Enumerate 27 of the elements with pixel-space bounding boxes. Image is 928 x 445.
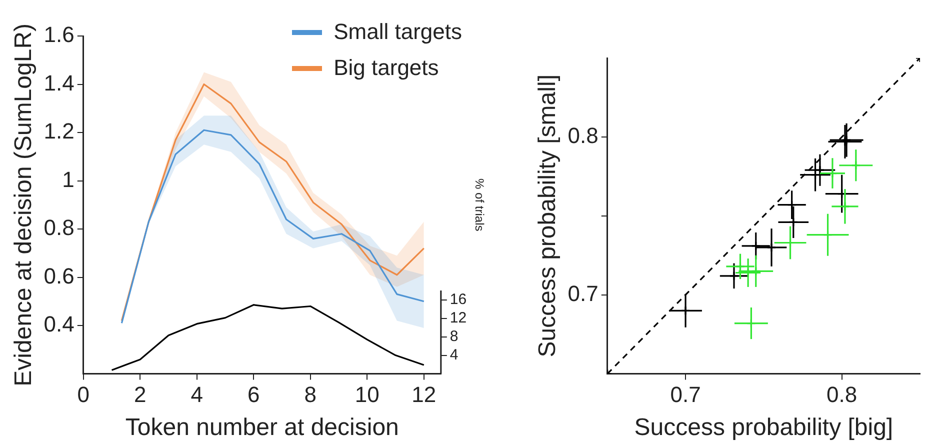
y2-tick-label: 8 (450, 328, 458, 345)
y-tick-label: 0.6 (44, 263, 74, 288)
x-axis-title: Success probability [big] (634, 414, 894, 442)
y2-tick-label: 12 (450, 309, 467, 326)
y2-tick-label: 16 (450, 290, 467, 308)
x-axis-title: Token number at decision (125, 414, 399, 442)
x-tick-label: 8 (304, 382, 317, 408)
y-tick-label: 0.4 (44, 312, 74, 337)
y-axis-title: Success probability [small] (534, 74, 562, 358)
x-tick-label: 0.7 (670, 382, 701, 408)
y-axis-title: Evidence at decision (SumLogLR) (10, 23, 38, 386)
x-tick-label: 12 (412, 382, 436, 408)
y-tick-label: 1 (62, 166, 74, 192)
y-tick-label: 0.8 (44, 215, 74, 240)
x-tick-label: 2 (134, 382, 146, 408)
y-tick-label: 1.6 (44, 22, 74, 48)
x-tick-label: 6 (248, 382, 260, 408)
legend-label: Big targets (334, 55, 439, 81)
y2-axis-title: % of trials (472, 178, 486, 232)
legend-label: Small targets (334, 19, 462, 45)
x-tick-label: 0.8 (826, 382, 858, 408)
y-tick-label: 1.2 (44, 118, 74, 144)
y-tick-label: 1.4 (44, 70, 74, 96)
y2-tick-label: 4 (450, 346, 458, 364)
x-tick-label: 0 (77, 382, 90, 408)
x-tick-label: 4 (190, 382, 204, 408)
x-tick-label: 10 (354, 382, 380, 408)
